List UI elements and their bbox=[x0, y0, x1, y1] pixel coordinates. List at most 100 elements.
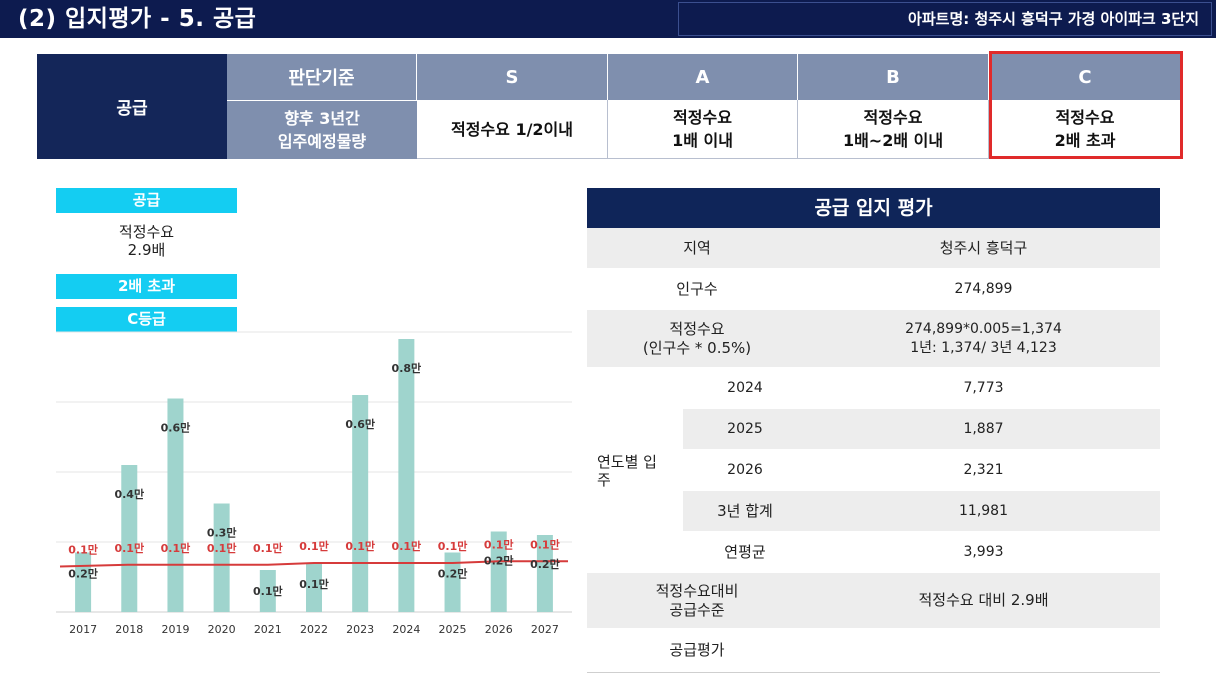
page-title: (2) 입지평가 - 5. 공급 bbox=[18, 6, 257, 32]
grade-row: 공급평가 bbox=[587, 629, 1160, 672]
grade-b-line1: 적정수요 bbox=[863, 108, 923, 127]
chart-bar-label-2021: 0.1만 bbox=[253, 584, 283, 598]
grade-b-header: B bbox=[798, 54, 989, 100]
supply-chart-svg: 0.2만0.4만0.6만0.3만0.1만0.1만0.6만0.8만0.2만0.2만… bbox=[56, 331, 572, 636]
chart-bar-label-2020: 0.3만 bbox=[207, 526, 237, 540]
year-label: 2024 bbox=[727, 379, 763, 396]
chart-bar-label-2022: 0.1만 bbox=[299, 577, 329, 591]
summary-ratio-tag: 2배 초과 bbox=[56, 274, 237, 299]
summary-grade-tag: C등급 bbox=[56, 307, 237, 332]
year-average-label: 연평균 bbox=[724, 542, 766, 561]
demand-label-line1: 적정수요 bbox=[669, 319, 725, 338]
chart-bar-2023 bbox=[352, 395, 369, 612]
chart-bar-2017 bbox=[75, 552, 92, 612]
ratio-value: 적정수요 대비 2.9배 bbox=[918, 591, 1049, 609]
evaluation-title: 공급 입지 평가 bbox=[587, 188, 1160, 228]
chart-demand-label-2018: 0.1만 bbox=[114, 541, 144, 555]
chart-bar-2021 bbox=[259, 570, 276, 612]
chart-bar-2019 bbox=[167, 398, 184, 612]
demand-row: 적정수요 (인구수 * 0.5%) 274,899*0.005=1,374 1년… bbox=[587, 310, 1160, 368]
region-row: 지역 청주시 흥덕구 bbox=[587, 228, 1160, 269]
region-label: 지역 bbox=[683, 238, 711, 257]
chart-bar-2025 bbox=[444, 552, 461, 612]
summary-req-line2: 2.9배 bbox=[127, 241, 166, 259]
demand-value-line2: 1년: 1,374/ 3년 4,123 bbox=[910, 339, 1057, 356]
grade-b-criterion: 적정수요 1배~2배 이내 bbox=[798, 100, 989, 159]
summary-req-line1: 적정수요 bbox=[118, 223, 175, 241]
year-value: 2,321 bbox=[963, 461, 1004, 478]
yearly-group-line1: 연도별 입 bbox=[597, 452, 657, 471]
evaluation-bottom-rule bbox=[587, 672, 1160, 673]
row-shade bbox=[683, 409, 1160, 449]
chart-demand-line bbox=[59, 560, 568, 568]
demand-label: 적정수요 (인구수 * 0.5%) bbox=[587, 310, 807, 367]
region-value: 청주시 흥덕구 bbox=[939, 238, 1028, 257]
year-label: 2026 bbox=[727, 461, 763, 478]
grade-a-criterion: 적정수요 1배 이내 bbox=[608, 100, 798, 159]
year-row: 연평균 3,993 bbox=[587, 532, 1160, 573]
criteria-sub-line1: 향후 3년간 bbox=[284, 109, 360, 128]
grade-s-criterion: 적정수요 1/2이내 bbox=[417, 100, 608, 159]
chart-x-label-2020: 2020 bbox=[208, 623, 236, 636]
ratio-label-line2: 공급수준 bbox=[669, 600, 725, 619]
summary-requirement: 적정수요 2.9배 bbox=[56, 223, 237, 259]
grade-value bbox=[807, 629, 1160, 671]
chart-x-label-2023: 2023 bbox=[346, 623, 374, 636]
chart-demand-label-2023: 0.1만 bbox=[345, 539, 375, 553]
year-row: 3년 합계 11,981 bbox=[587, 491, 1160, 532]
grade-c-line1: 적정수요 bbox=[1055, 108, 1115, 127]
yearly-group-line2: 주 bbox=[597, 470, 611, 489]
grade-a-line2: 1배 이내 bbox=[672, 131, 733, 150]
criteria-judge-header: 판단기준 bbox=[227, 54, 417, 100]
chart-demand-label-2021: 0.1만 bbox=[253, 541, 283, 555]
chart-x-label-2018: 2018 bbox=[115, 623, 143, 636]
chart-x-label-2025: 2025 bbox=[439, 623, 467, 636]
chart-bar-label-2017: 0.2만 bbox=[68, 567, 98, 581]
grade-label: 공급평가 bbox=[669, 640, 725, 659]
population-row: 인구수 274,899 bbox=[587, 269, 1160, 310]
chart-bar-label-2019: 0.6만 bbox=[161, 421, 191, 435]
chart-demand-label-2026: 0.1만 bbox=[484, 537, 514, 551]
summary-supply-tag: 공급 bbox=[56, 188, 237, 213]
chart-bar-2026 bbox=[490, 531, 507, 612]
ratio-label: 적정수요대비 공급수준 bbox=[587, 573, 807, 628]
demand-value: 274,899*0.005=1,374 1년: 1,374/ 3년 4,123 bbox=[807, 310, 1160, 367]
supply-bar-chart: 0.2만 0.4만 0.6만 0.3만 0.1만 0.1만 0.6만 0.8만 0.2만 0.2만… bbox=[56, 330, 572, 650]
chart-bar-label-2026: 0.2만 bbox=[484, 554, 514, 568]
demand-label-line2: (인구수 * 0.5%) bbox=[642, 338, 752, 357]
ratio-label-line1: 적정수요대비 bbox=[655, 581, 739, 600]
grade-a-line1: 적정수요 bbox=[673, 108, 732, 127]
grade-c-header: C bbox=[989, 54, 1181, 100]
chart-x-label-2027: 2027 bbox=[531, 623, 559, 636]
criteria-sub-line2: 입주예정물량 bbox=[277, 132, 367, 151]
year-label: 2025 bbox=[727, 420, 763, 437]
chart-x-label-2017: 2017 bbox=[69, 623, 97, 636]
year-total-value: 11,981 bbox=[959, 502, 1008, 519]
chart-x-label-2024: 2024 bbox=[392, 623, 420, 636]
chart-bar-label-2027: 0.2만 bbox=[530, 557, 560, 571]
chart-bar-2020 bbox=[213, 503, 230, 612]
chart-bar-label-2025: 0.2만 bbox=[438, 567, 468, 581]
year-value: 7,773 bbox=[963, 379, 1004, 396]
demand-value-line1: 274,899*0.005=1,374 bbox=[905, 320, 1062, 337]
year-row: 2024 7,773 bbox=[587, 368, 1160, 409]
chart-x-label-2021: 2021 bbox=[254, 623, 282, 636]
ratio-row: 적정수요대비 공급수준 적정수요 대비 2.9배 bbox=[587, 573, 1160, 629]
chart-demand-label-2025: 0.1만 bbox=[438, 539, 468, 553]
chart-x-label-2026: 2026 bbox=[485, 623, 513, 636]
chart-demand-label-2022: 0.1만 bbox=[299, 539, 329, 553]
chart-demand-label-2027: 0.1만 bbox=[530, 537, 560, 551]
apartment-name: 아파트명: 청주시 흥덕구 가경 아이파크 3단지 bbox=[678, 2, 1212, 36]
chart-bar-2018 bbox=[121, 465, 138, 612]
grade-b-line2: 1배~2배 이내 bbox=[842, 131, 944, 150]
chart-bar-2027 bbox=[536, 535, 553, 612]
row-shade bbox=[683, 491, 1160, 531]
chart-demand-label-2024: 0.1만 bbox=[392, 539, 422, 553]
year-row: 2025 1,887 bbox=[587, 409, 1160, 450]
grade-a-header: A bbox=[608, 54, 798, 100]
criteria-table: 공급 판단기준 S A B C 향후 3년간 입주예정물량 적정수요 1/2이내… bbox=[37, 51, 1183, 159]
chart-bar-label-2018: 0.4만 bbox=[114, 487, 144, 501]
year-total-label: 3년 합계 bbox=[717, 501, 773, 520]
chart-demand-label-2017: 0.1만 bbox=[68, 543, 98, 557]
grade-c-highlight-box bbox=[989, 51, 1183, 159]
